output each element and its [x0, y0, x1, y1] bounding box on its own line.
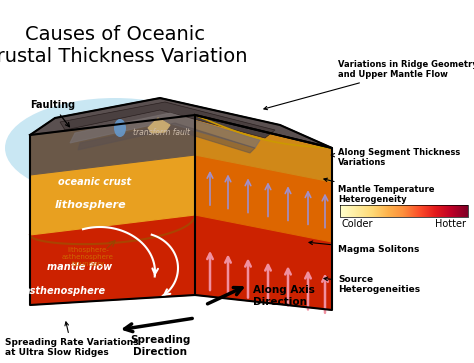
Polygon shape	[148, 118, 170, 133]
Text: Mantle Temperature
Heterogeneity: Mantle Temperature Heterogeneity	[324, 178, 435, 204]
Text: Causes of Oceanic
Crustal Thickness Variation: Causes of Oceanic Crustal Thickness Vari…	[0, 24, 247, 65]
Text: mantle flow: mantle flow	[47, 262, 112, 272]
Polygon shape	[60, 102, 275, 138]
Text: lithosphere-
asthenosphere
boundary: lithosphere- asthenosphere boundary	[62, 247, 114, 267]
Polygon shape	[30, 98, 332, 148]
Text: Variations in Ridge Geometry
and Upper Mantle Flow: Variations in Ridge Geometry and Upper M…	[264, 60, 474, 110]
Polygon shape	[78, 123, 255, 153]
Text: transform fault: transform fault	[134, 128, 191, 137]
Text: oceanic crust: oceanic crust	[58, 177, 132, 187]
Polygon shape	[195, 115, 332, 310]
Text: lithosphere: lithosphere	[54, 200, 126, 210]
Text: Magma Solitons: Magma Solitons	[309, 241, 419, 254]
Polygon shape	[195, 115, 332, 182]
Polygon shape	[30, 115, 195, 305]
Ellipse shape	[5, 98, 225, 198]
Ellipse shape	[114, 119, 126, 137]
Text: Hotter: Hotter	[435, 219, 466, 229]
Polygon shape	[195, 115, 332, 242]
Text: asthenosphere: asthenosphere	[24, 286, 106, 296]
Polygon shape	[70, 113, 260, 148]
Text: Source
Heterogeneities: Source Heterogeneities	[324, 275, 420, 294]
Text: Spreading Rate Variations
at Ultra Slow Ridges: Spreading Rate Variations at Ultra Slow …	[5, 322, 138, 358]
Text: Spreading
Direction: Spreading Direction	[130, 335, 190, 356]
Text: Colder: Colder	[342, 219, 374, 229]
Text: Along Segment Thickness
Variations: Along Segment Thickness Variations	[331, 148, 460, 167]
Text: Faulting: Faulting	[30, 100, 75, 127]
Polygon shape	[30, 115, 195, 235]
Polygon shape	[30, 115, 195, 175]
Text: Along Axis
Direction: Along Axis Direction	[253, 285, 315, 307]
